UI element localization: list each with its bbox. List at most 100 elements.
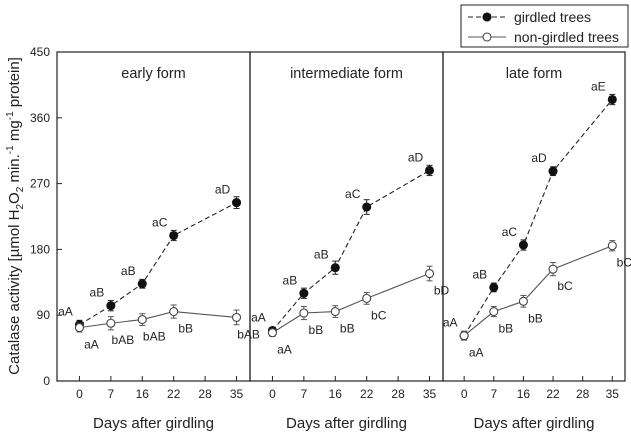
data-label-nongirdled-1-0: aA (277, 343, 292, 357)
data-label-girdled-2-1: aB (472, 267, 487, 281)
data-point-girdled-2-2 (518, 240, 528, 250)
data-point-girdled-2-1 (489, 282, 499, 292)
x-tick-label-2-4: 28 (576, 387, 590, 401)
data-point-nongirdled-1-3 (362, 293, 372, 303)
y-axis-title-part: O (6, 192, 23, 204)
data-label-girdled-2-3: aD (531, 151, 547, 165)
y-axis-title-part: protein] (6, 57, 23, 111)
y-axis-title-part: -1 (5, 111, 16, 120)
data-label-girdled-0-3: aC (152, 216, 168, 230)
x-tick-label-0-2: 16 (136, 387, 150, 401)
x-tick-label-2-0: 0 (461, 387, 468, 401)
y-axis-title-part: Catalase activity [µmol H (6, 209, 23, 374)
x-tick-label-1-4: 28 (391, 387, 405, 401)
data-label-girdled-2-2: aC (502, 225, 518, 239)
x-tick-label-1-1: 7 (301, 387, 308, 401)
x-tick-label-0-4: 28 (198, 387, 212, 401)
x-tick-label-0-0: 0 (76, 387, 83, 401)
y-axis-title-part: min. (6, 154, 23, 187)
data-point-nongirdled-0-1 (106, 318, 116, 328)
data-point-girdled-1-4 (424, 165, 435, 175)
panel-frame-2 (442, 51, 626, 382)
y-tick-label-3: 270 (30, 177, 50, 191)
x-axis-title-2: Days after girdling (474, 415, 595, 432)
legend-label-girdled: girdled trees (514, 9, 591, 25)
data-label-nongirdled-0-2: bAB (143, 330, 166, 344)
x-tick-label-0-3: 22 (167, 387, 181, 401)
data-label-girdled-1-2: aB (314, 248, 329, 262)
data-label-girdled-1-1: aB (283, 273, 298, 287)
data-label-girdled-1-3: aC (345, 187, 361, 201)
data-point-nongirdled-1-1 (299, 308, 309, 318)
data-point-nongirdled-1-2 (330, 306, 340, 317)
data-label-nongirdled-1-3: bC (371, 308, 387, 322)
data-point-girdled-2-3 (548, 166, 558, 176)
data-point-girdled-0-1 (106, 301, 116, 311)
y-tick-label-0: 0 (43, 374, 50, 388)
y-tick-label-5: 450 (30, 45, 50, 59)
legend-marker-nongirdled (482, 32, 492, 42)
x-tick-label-2-5: 35 (606, 387, 620, 401)
data-point-girdled-1-1 (299, 288, 309, 298)
data-point-nongirdled-0-3 (169, 306, 179, 317)
x-tick-label-2-1: 7 (490, 387, 497, 401)
data-label-nongirdled-0-3: bB (178, 322, 193, 336)
data-point-nongirdled-2-1 (489, 306, 499, 317)
data-label-girdled-0-2: aB (121, 264, 136, 278)
data-label-girdled-2-4: aE (591, 80, 606, 94)
y-tick-label-2: 180 (30, 242, 50, 256)
series-line-girdled-2 (463, 99, 613, 336)
y-axis-title-part: mg (6, 120, 23, 145)
x-tick-label-2-3: 22 (546, 387, 560, 401)
legend-marker-girdled (482, 12, 492, 22)
data-label-nongirdled-0-0: aA (84, 338, 99, 352)
data-point-girdled-1-2 (330, 263, 340, 273)
data-label-nongirdled-2-2: bB (528, 311, 543, 325)
y-axis-title-part: 2 (15, 186, 26, 192)
x-tick-label-1-0: 0 (269, 387, 276, 401)
panel-title-1: intermediate form (290, 66, 403, 82)
data-label-girdled-1-0: aA (251, 311, 266, 325)
data-label-nongirdled-1-1: bB (309, 323, 324, 337)
panel-title-0: early form (121, 66, 185, 82)
data-label-nongirdled-2-0: aA (469, 346, 484, 360)
y-axis-title: Catalase activity [µmol H2O2 min.-1 mg-1… (5, 57, 26, 375)
data-label-girdled-0-1: aB (90, 286, 105, 300)
data-point-girdled-1-3 (362, 202, 372, 212)
y-axis-title-part: -1 (5, 145, 16, 154)
data-label-girdled-2-0: aA (443, 316, 458, 330)
data-point-nongirdled-2-4 (607, 241, 617, 251)
legend-label-nongirdled: non-girdled trees (514, 29, 619, 45)
data-label-nongirdled-0-1: bAB (112, 333, 135, 347)
data-point-nongirdled-2-3 (548, 264, 558, 274)
data-label-nongirdled-1-4: bD (434, 284, 450, 298)
data-point-girdled-0-4 (231, 198, 242, 208)
data-label-girdled-1-4: aD (408, 150, 424, 164)
data-label-nongirdled-1-2: bB (340, 322, 355, 336)
data-label-nongirdled-0-4: bAB (237, 327, 260, 341)
data-label-girdled-0-4: aD (215, 183, 231, 197)
data-point-nongirdled-0-2 (137, 315, 147, 325)
x-tick-label-1-3: 22 (360, 387, 374, 401)
y-tick-label-4: 360 (30, 111, 50, 125)
x-tick-label-0-1: 7 (108, 387, 115, 401)
y-axis-title-part: 2 (15, 203, 26, 209)
data-label-girdled-0-0: aA (58, 305, 73, 319)
data-point-nongirdled-0-4 (231, 312, 242, 322)
data-point-nongirdled-2-2 (518, 296, 528, 306)
data-label-nongirdled-2-3: bC (557, 279, 573, 293)
x-tick-label-2-2: 16 (517, 387, 531, 401)
x-axis-title-0: Days after girdling (93, 415, 214, 432)
series-line-nongirdled-0 (79, 310, 237, 329)
data-point-nongirdled-2-0 (459, 331, 469, 341)
data-point-girdled-0-3 (169, 230, 179, 241)
x-tick-label-1-2: 16 (329, 387, 343, 401)
data-point-girdled-2-4 (607, 94, 617, 105)
data-point-nongirdled-1-4 (424, 268, 435, 279)
x-tick-label-0-5: 35 (230, 387, 244, 401)
data-point-nongirdled-1-0 (267, 328, 277, 338)
y-tick-label-1: 90 (37, 308, 51, 322)
panel-title-2: late form (506, 66, 562, 82)
